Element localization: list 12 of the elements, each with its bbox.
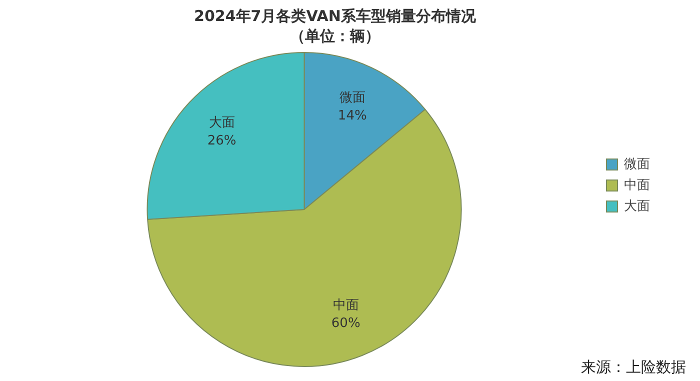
legend-label: 中面 — [624, 178, 650, 193]
legend-label: 微面 — [624, 156, 650, 172]
source-note: 来源：上险数据 — [581, 358, 686, 377]
data-label: 60% — [331, 316, 360, 331]
data-label: 26% — [207, 133, 236, 148]
data-label: 14% — [338, 108, 367, 124]
chart-subtitle: （单位：辆） — [290, 26, 380, 45]
chart-title: 2024年7月各类VAN系车型销量分布情况 — [194, 6, 477, 25]
slice-label: 大面 — [208, 115, 235, 130]
slice-label: 中面 — [332, 298, 359, 313]
legend-label: 大面 — [624, 198, 650, 214]
slice-label: 微面 — [339, 90, 366, 106]
